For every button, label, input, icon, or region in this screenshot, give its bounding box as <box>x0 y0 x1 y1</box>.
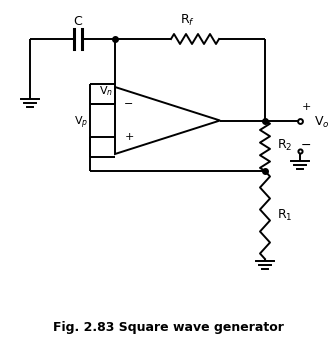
Text: V$_n$: V$_n$ <box>99 84 113 98</box>
Text: +: + <box>124 132 134 142</box>
Text: R$_1$: R$_1$ <box>277 207 293 223</box>
Text: +: + <box>301 102 311 111</box>
Text: Fig. 2.83 Square wave generator: Fig. 2.83 Square wave generator <box>52 320 284 334</box>
Text: R$_f$: R$_f$ <box>179 13 195 28</box>
Text: V$_o$: V$_o$ <box>314 115 330 130</box>
Text: −: − <box>301 139 311 152</box>
Text: C: C <box>74 15 82 28</box>
Text: V$_p$: V$_p$ <box>74 115 88 131</box>
Text: −: − <box>124 99 134 109</box>
Text: R$_2$: R$_2$ <box>277 138 292 153</box>
